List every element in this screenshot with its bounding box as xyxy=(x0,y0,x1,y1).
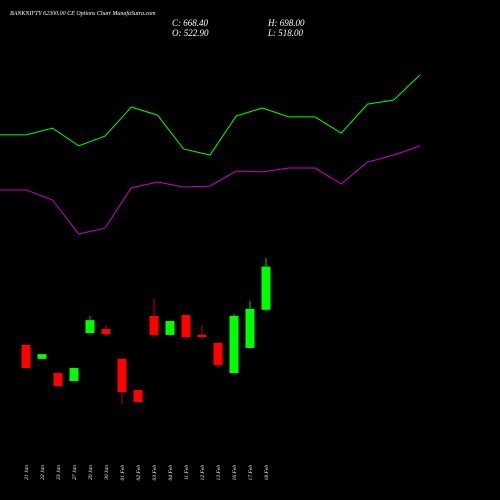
indicator-line xyxy=(0,74,421,156)
x-tick-label: 17 Feb xyxy=(248,465,254,481)
x-tick-label: 18 Feb xyxy=(264,465,270,481)
candle-body xyxy=(85,320,95,334)
candle-body xyxy=(69,368,79,382)
low-label: L: 518.00 xyxy=(267,28,304,38)
x-tick-label: 29 Jan xyxy=(88,465,94,480)
x-tick-label: 01 Feb xyxy=(120,465,126,481)
candle-body xyxy=(197,334,207,337)
candle-body xyxy=(229,315,239,374)
x-tick-label: 03 Feb xyxy=(152,465,158,481)
x-tick-label: 13 Feb xyxy=(216,465,222,481)
x-tick-label: 04 Feb xyxy=(167,465,174,481)
open-label: O: 522.90 xyxy=(172,28,209,38)
x-tick-label: 27 Jan xyxy=(72,465,78,480)
high-label: H: 698.00 xyxy=(267,18,305,28)
x-tick-label: 23 Jan xyxy=(56,465,62,480)
x-tick-label: 12 Feb xyxy=(200,465,206,481)
x-tick-label: 16 Feb xyxy=(232,465,238,481)
candle-body xyxy=(53,373,63,387)
candle-body xyxy=(117,358,127,393)
x-tick-label: 22 Jan xyxy=(40,465,46,480)
candle-body xyxy=(213,342,223,366)
x-tick-label: 11 Feb xyxy=(184,465,190,480)
candle-body xyxy=(21,344,31,369)
candle-body xyxy=(37,354,47,359)
candle-body xyxy=(165,321,175,335)
candle-body xyxy=(133,389,143,403)
candle-body xyxy=(181,315,191,337)
candle-body xyxy=(149,315,159,335)
x-tick-label: 30 Jan xyxy=(104,465,110,481)
x-tick-label: 21 Jan xyxy=(24,465,30,480)
chart-title: BANKNIFTY 62300.00 CE Options Chart Muna… xyxy=(10,10,156,17)
close-label: C: 668.40 xyxy=(172,18,209,28)
indicator-line xyxy=(0,145,421,235)
candle-body xyxy=(101,328,111,335)
x-tick-label: 02 Feb xyxy=(136,465,142,481)
candle-body xyxy=(245,308,255,348)
candle-body xyxy=(261,266,271,310)
